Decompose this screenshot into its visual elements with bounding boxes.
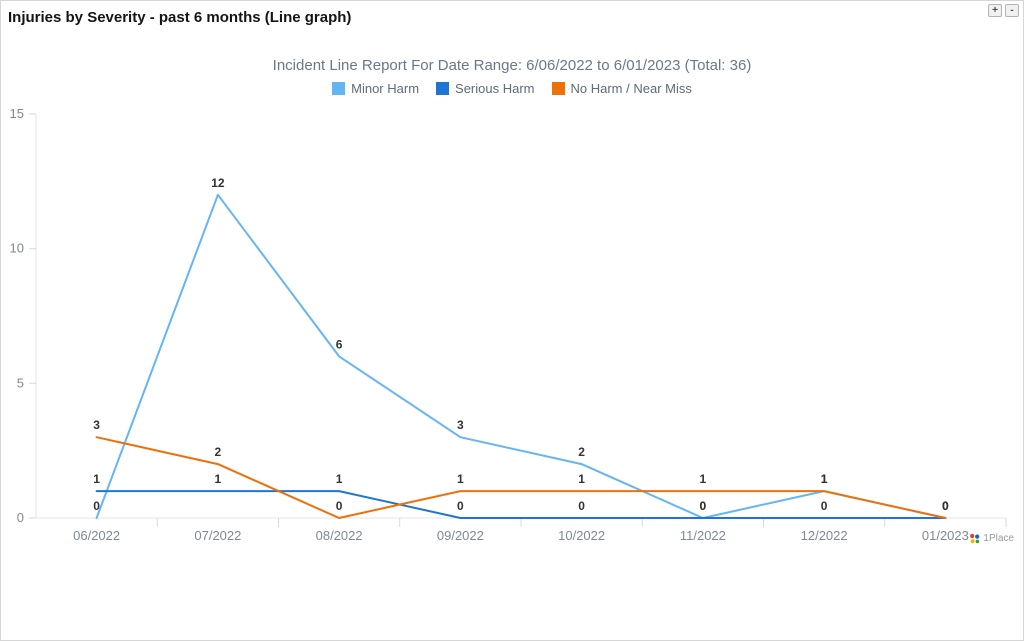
data-label-minor-harm: 0 <box>700 499 707 513</box>
data-label-no-harm-near-miss: 0 <box>336 499 343 513</box>
data-label-serious-harm: 0 <box>578 499 585 513</box>
x-axis-tick-label: 06/2022 <box>73 528 120 543</box>
data-label-serious-harm: 1 <box>215 472 222 486</box>
x-axis-tick-label: 01/2023 <box>922 528 969 543</box>
legend-item-no-harm-near-miss[interactable]: No Harm / Near Miss <box>551 81 692 96</box>
data-label-no-harm-near-miss: 3 <box>93 418 100 432</box>
data-label-serious-harm: 0 <box>700 499 707 513</box>
data-label-minor-harm: 0 <box>942 499 949 513</box>
x-axis-tick-label: 08/2022 <box>316 528 363 543</box>
x-axis-tick-label: 12/2022 <box>801 528 848 543</box>
legend-swatch-no-harm-near-miss <box>551 82 565 95</box>
x-axis-tick-label: 10/2022 <box>558 528 605 543</box>
data-label-minor-harm: 1 <box>821 472 828 486</box>
x-axis-tick-label: 11/2022 <box>680 528 726 543</box>
data-label-serious-harm: 1 <box>93 472 100 486</box>
series-line-serious-harm <box>95 490 947 519</box>
brand-label: 1Place <box>983 533 1014 544</box>
legend-item-serious-harm[interactable]: Serious Harm <box>436 81 535 96</box>
legend-label-serious-harm: Serious Harm <box>455 81 535 96</box>
chart-title: Incident Line Report For Date Range: 6/0… <box>272 57 752 74</box>
data-label-serious-harm: 0 <box>821 499 828 513</box>
zoom-controls: + - <box>988 4 1019 17</box>
x-axis-tick-label: 07/2022 <box>194 528 241 543</box>
data-label-minor-harm: 12 <box>211 176 225 190</box>
brand-logo: 1Place <box>969 533 1014 544</box>
data-label-serious-harm: 1 <box>336 472 343 486</box>
legend-item-minor-harm[interactable]: Minor Harm <box>332 81 419 96</box>
y-axis-tick-label: 5 <box>17 375 24 390</box>
y-axis-tick-label: 15 <box>10 106 24 121</box>
legend-label-no-harm-near-miss: No Harm / Near Miss <box>570 81 692 96</box>
series-line-minor-harm <box>95 193 947 519</box>
data-label-minor-harm: 2 <box>578 445 585 459</box>
data-label-minor-harm: 6 <box>336 337 343 351</box>
legend-label-minor-harm: Minor Harm <box>351 81 420 96</box>
zoom-out-button[interactable]: - <box>1005 4 1019 17</box>
legend-swatch-minor-harm <box>332 82 346 95</box>
data-label-no-harm-near-miss: 1 <box>457 472 464 486</box>
page-title: Injuries by Severity - past 6 months (Li… <box>8 9 352 26</box>
data-label-serious-harm: 0 <box>942 499 949 513</box>
data-label-no-harm-near-miss: 1 <box>578 472 585 486</box>
data-label-no-harm-near-miss: 1 <box>700 472 707 486</box>
y-axis-tick-label: 0 <box>17 510 24 525</box>
data-label-serious-harm: 0 <box>457 499 464 513</box>
data-label-minor-harm: 0 <box>93 499 100 513</box>
data-label-no-harm-near-miss: 1 <box>821 472 828 486</box>
data-label-minor-harm: 3 <box>457 418 464 432</box>
data-label-no-harm-near-miss: 2 <box>215 445 222 459</box>
data-label-no-harm-near-miss: 0 <box>942 499 949 513</box>
zoom-in-button[interactable]: + <box>988 4 1002 17</box>
x-axis-tick-label: 09/2022 <box>437 528 484 543</box>
y-axis-tick-label: 10 <box>10 241 24 256</box>
series-line-no-harm-near-miss <box>95 436 947 519</box>
chart-legend: Minor Harm Serious Harm No Harm / Near Mis… <box>1 81 1023 96</box>
legend-swatch-serious-harm <box>436 82 450 95</box>
1place-pinwheel-icon <box>970 533 980 544</box>
